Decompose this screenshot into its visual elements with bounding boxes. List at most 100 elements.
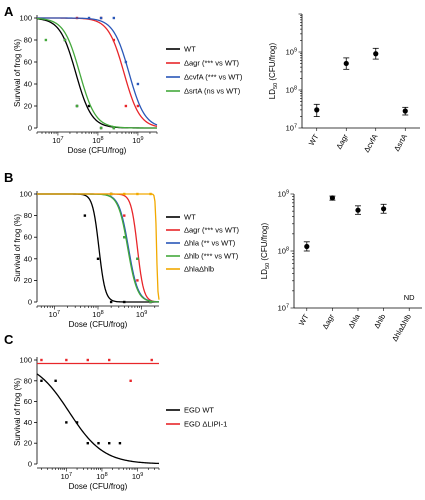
panel-b-y-tick-label: 40 bbox=[24, 254, 32, 263]
panel-b-data-point bbox=[123, 192, 126, 196]
panel-c-legend-label: EGD WT bbox=[184, 406, 214, 415]
panel-b-x-tick-label: 109 bbox=[136, 310, 147, 319]
panel-a-data-point bbox=[99, 16, 103, 20]
panel-a-fit-curve bbox=[37, 17, 158, 127]
panel-a-data-point bbox=[136, 82, 140, 86]
panel-b-ld50-y-tick-label: 109 bbox=[278, 190, 289, 199]
panel-b-data-point bbox=[109, 300, 113, 304]
panel-a-y-tick-label: 20 bbox=[24, 102, 32, 111]
panel-a-ld50-ld50-point bbox=[402, 108, 408, 114]
panel-a-y-axis-label: Survival of frog (%) bbox=[13, 39, 22, 107]
panel-a-data-point bbox=[99, 126, 103, 130]
panel-b-series-2 bbox=[37, 192, 160, 304]
panel-a-data-point bbox=[136, 104, 140, 108]
panel-a-x-tick-label: 108 bbox=[92, 136, 103, 145]
panel-a-fit-curve bbox=[36, 18, 157, 129]
panel-a-ld50-category-label: WT bbox=[307, 132, 321, 147]
panel-c-plot: 0 20 40 60 80 100 107 108 109 Dose (CFU/frog) Surv… bbox=[13, 356, 160, 491]
panel-b-data-point bbox=[123, 236, 126, 239]
panel-a-legend-label: ΔcvfA (*** vs WT) bbox=[184, 73, 243, 82]
panel-a-ld50-y-tick-label: 109 bbox=[286, 48, 297, 57]
panel-c-data-point bbox=[86, 442, 89, 445]
panel-b-ld50-nd-annotation: ND bbox=[404, 293, 415, 302]
panel-b-series-1 bbox=[37, 192, 160, 304]
panel-c-series-0 bbox=[36, 373, 160, 465]
panel-c-data-point bbox=[108, 358, 111, 362]
panel-b-legend-label: Δhla (** vs WT) bbox=[184, 239, 236, 248]
panel-c-y-tick-label: 80 bbox=[24, 376, 32, 385]
panel-a-x-tick-label: 109 bbox=[132, 136, 143, 145]
panel-a-ld50-ld50-point bbox=[373, 51, 379, 57]
panel-b-ld50-ld50-point bbox=[304, 243, 310, 250]
panel-b-ld50-y-tick-label: 107 bbox=[278, 304, 289, 313]
panel-c-data-point bbox=[40, 379, 43, 382]
panel-b-y-tick-label: 100 bbox=[19, 190, 32, 199]
panel-b-ld50-y-tick-label: 108 bbox=[278, 247, 289, 256]
panel-c-data-point bbox=[65, 421, 68, 424]
panel-a-series-3 bbox=[36, 17, 157, 130]
panel-c-data-point bbox=[65, 358, 68, 362]
panel-b-fit-curve bbox=[37, 193, 160, 303]
panel-b-data-point bbox=[123, 300, 126, 304]
panel-a-data-point bbox=[112, 126, 116, 130]
panel-b-y-tick-label: 60 bbox=[24, 233, 32, 242]
panel-b-data-point bbox=[136, 257, 139, 260]
panel-c-y-tick-label: 60 bbox=[24, 397, 32, 406]
panel-c-x-tick-label: 109 bbox=[132, 472, 143, 481]
panel-c-y-tick-label: 20 bbox=[24, 439, 32, 448]
panel-b-ld50-category-label: Δhlb bbox=[372, 313, 387, 331]
panel-b-ld50-y-axis-label: LD50 (CFU/frog) bbox=[260, 222, 271, 279]
panel-a-data-point bbox=[124, 104, 128, 108]
panel-c-data-point bbox=[118, 442, 122, 445]
panel-c-data-point bbox=[86, 358, 89, 362]
panel-b-legend-label: WT bbox=[184, 213, 196, 222]
panel-a-ld50-y-axis-label: LD50 (CFU/frog) bbox=[268, 42, 279, 99]
panel-a-data-point bbox=[44, 38, 48, 42]
panel-a-ld50-ld50-point bbox=[343, 60, 349, 67]
panel-b-y-tick-label: 80 bbox=[24, 211, 32, 220]
panel-b-fit-curve bbox=[37, 193, 159, 303]
panel-b-x-tick-label: 107 bbox=[49, 310, 60, 319]
panel-a-ld50-category-label: Δagr bbox=[334, 132, 350, 151]
panel-b-y-axis-label: Survival of frog (%) bbox=[13, 214, 22, 282]
panel-b-data-point bbox=[123, 214, 126, 217]
panel-a-ld50-plot: 107 108 109 LD50 (CFU/frog) WT Δagr ΔcvfA ΔsrtA bbox=[268, 13, 420, 154]
panel-c-legend-label: EGD ΔLIPI-1 bbox=[184, 420, 227, 429]
panel-a-fit-curve bbox=[36, 17, 157, 129]
panel-b-series-4 bbox=[37, 192, 160, 300]
panel-b-data-point bbox=[136, 192, 139, 196]
panel-c-legend: EGD WT EGD ΔLIPI-1 bbox=[166, 406, 227, 429]
panel-c-data-point bbox=[97, 442, 100, 445]
panel-letter-c: C bbox=[4, 332, 14, 347]
panel-letter-b: B bbox=[4, 170, 13, 185]
panel-a-x-tick-label: 107 bbox=[52, 136, 63, 145]
panel-b-data-point bbox=[136, 279, 139, 282]
panel-c-x-tick-label: 107 bbox=[61, 472, 72, 481]
panel-c-data-point bbox=[108, 442, 111, 445]
panel-b-fit-curve bbox=[37, 193, 160, 303]
panel-a-legend: WT Δagr (*** vs WT) ΔcvfA (*** vs WT) ΔsrtA… bbox=[166, 45, 243, 96]
panel-a-data-point bbox=[124, 60, 128, 64]
panel-a-ld50-y-tick-label: 107 bbox=[286, 124, 297, 133]
panel-c-y-tick-label: 40 bbox=[24, 418, 32, 427]
panel-b-legend-label: Δagr (*** vs WT) bbox=[184, 226, 240, 235]
panel-a-ld50-y-tick-label: 108 bbox=[286, 86, 297, 95]
panel-a-data-point bbox=[87, 104, 91, 108]
panel-a-data-point bbox=[87, 16, 91, 20]
panel-b-data-point bbox=[149, 192, 152, 196]
panel-a-y-tick-label: 80 bbox=[24, 36, 32, 45]
panel-a-legend-label: WT bbox=[184, 45, 196, 54]
panel-c-fit-curve bbox=[36, 373, 160, 465]
panel-b-fit-curve bbox=[37, 193, 160, 300]
panel-a-data-point bbox=[63, 38, 67, 42]
panel-c-series-1 bbox=[37, 358, 159, 382]
panel-b-data-point bbox=[109, 192, 113, 196]
panel-b-ld50-category-label: ΔhlaΔhlb bbox=[390, 313, 413, 344]
panel-a-data-point bbox=[75, 104, 79, 108]
panel-b-data-point bbox=[96, 257, 100, 260]
panel-a-series-1 bbox=[37, 16, 158, 127]
panel-c-y-tick-label: 0 bbox=[28, 460, 32, 469]
panel-a-y-tick-label: 100 bbox=[19, 14, 32, 23]
panel-b-ld50-ld50-point bbox=[329, 195, 335, 201]
panel-a-data-point bbox=[112, 16, 116, 20]
